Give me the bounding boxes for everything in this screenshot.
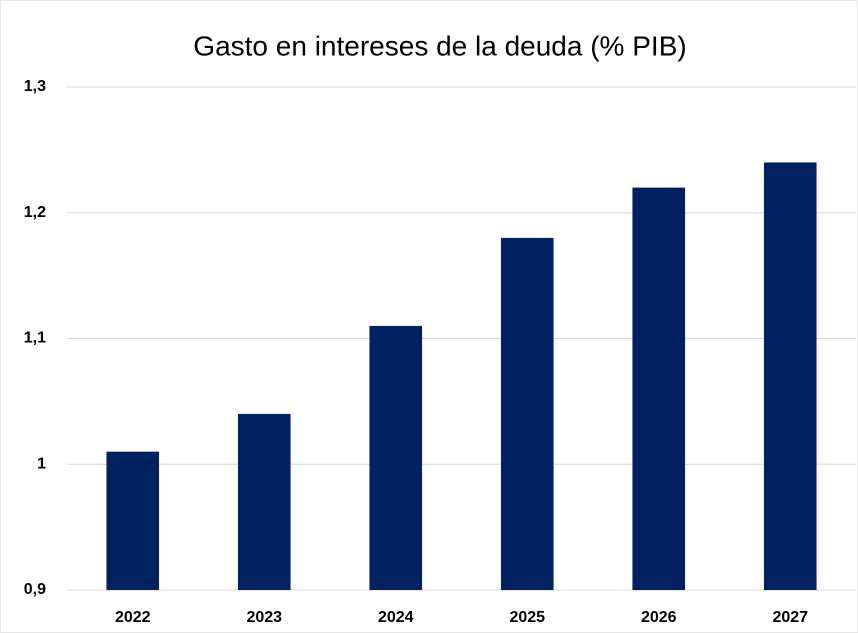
chart-title: Gasto en intereses de la deuda (% PIB) [193, 30, 686, 61]
bar [237, 413, 291, 590]
x-tick-label: 2026 [641, 609, 677, 626]
bar [632, 187, 686, 590]
bar [763, 162, 817, 590]
y-tick-label: 1,2 [24, 204, 46, 221]
x-tick-label: 2025 [509, 609, 545, 626]
x-tick-label: 2027 [772, 609, 808, 626]
y-tick-label: 0,9 [24, 581, 46, 598]
y-tick-label: 1,3 [24, 78, 46, 95]
bar [106, 451, 160, 590]
bar [369, 325, 423, 590]
bar [500, 237, 554, 590]
y-tick-label: 1,1 [24, 330, 46, 347]
x-tick-label: 2022 [115, 609, 151, 626]
y-tick-label: 1 [37, 455, 46, 472]
x-tick-label: 2023 [246, 609, 282, 626]
x-tick-label: 2024 [378, 609, 414, 626]
